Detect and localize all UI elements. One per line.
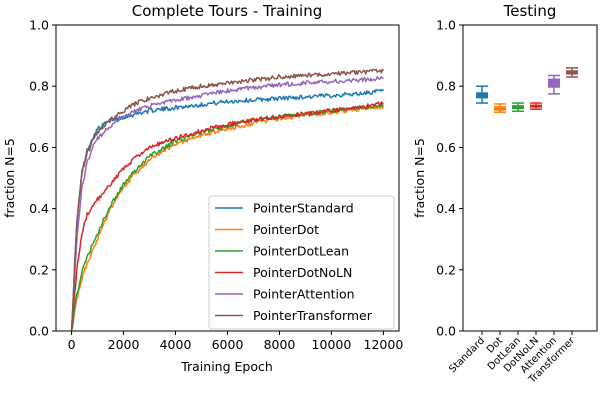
box-standard <box>476 85 488 104</box>
testing-x-ticks: StandardDotDotLeanDotNoLNAttentionTransf… <box>447 331 578 386</box>
y-tick-label: 0.6 <box>436 140 456 155</box>
testing-plot-area <box>476 67 578 113</box>
y-tick-label: 0.0 <box>29 324 49 339</box>
training-legend: PointerStandard PointerDot PointerDotLean P… <box>208 195 395 330</box>
training-y-axis-label: fraction N=5 <box>2 138 17 218</box>
box-dot <box>494 103 506 113</box>
x-tick-label: 8000 <box>264 337 296 352</box>
x-tick-label: 4000 <box>160 337 192 352</box>
legend-entry: PointerTransformer <box>253 308 373 323</box>
y-tick-label: 0.8 <box>436 79 456 94</box>
training-x-ticks: 0 2000 4000 6000 8000 10000 12000 <box>68 331 404 352</box>
x-tick-label: 10000 <box>312 337 352 352</box>
legend-box <box>208 195 395 330</box>
training-chart: Complete Tours - Training 0.00.20.40.60.… <box>2 2 403 374</box>
box-dotnoln <box>530 102 542 110</box>
testing-y-ticks: 0.0 0.2 0.4 0.6 0.8 1.0 <box>436 18 463 339</box>
y-tick-label: 0.4 <box>29 201 49 216</box>
training-x-axis-label: Training Epoch <box>180 359 273 374</box>
training-y-ticks: 0.0 0.2 0.4 0.6 0.8 1.0 <box>29 18 56 339</box>
x-tick-label: Standard <box>447 335 487 375</box>
box-attention <box>548 74 560 95</box>
legend-entry: PointerDotLean <box>253 244 349 259</box>
training-plot-area <box>70 68 385 332</box>
series-line-pointerattention <box>70 75 384 332</box>
testing-chart-title: Testing <box>503 2 557 20</box>
box-transformer <box>566 67 578 78</box>
x-tick-label: 2000 <box>108 337 140 352</box>
box-dotlean <box>512 102 524 113</box>
x-tick-label: 0 <box>68 337 76 352</box>
y-tick-label: 0.8 <box>29 79 49 94</box>
testing-plot-frame <box>462 24 598 332</box>
training-chart-title: Complete Tours - Training <box>132 2 322 20</box>
series-line-pointerdotnoln <box>70 101 384 332</box>
testing-y-axis-label: fraction N=5 <box>412 138 427 218</box>
y-tick-label: 0.4 <box>436 201 456 216</box>
series-line-pointertransformer <box>70 68 385 332</box>
y-tick-label: 0.6 <box>29 140 49 155</box>
legend-entry: PointerDotNoLN <box>253 265 352 280</box>
x-tick-label: 12000 <box>364 337 404 352</box>
y-tick-label: 1.0 <box>29 18 49 33</box>
y-tick-label: 0.0 <box>436 324 456 339</box>
testing-chart: Testing 0.0 0.2 0.4 0.6 0.8 1.0 StandardDotDo… <box>412 2 598 386</box>
y-tick-label: 0.2 <box>436 262 456 277</box>
legend-entry: PointerAttention <box>253 287 355 302</box>
legend-entry: PointerStandard <box>253 201 354 216</box>
legend-entry: PointerDot <box>253 222 319 237</box>
x-tick-label: 6000 <box>212 337 244 352</box>
series-line-pointerdot <box>70 103 385 332</box>
y-tick-label: 0.2 <box>29 262 49 277</box>
y-tick-label: 1.0 <box>436 18 456 33</box>
